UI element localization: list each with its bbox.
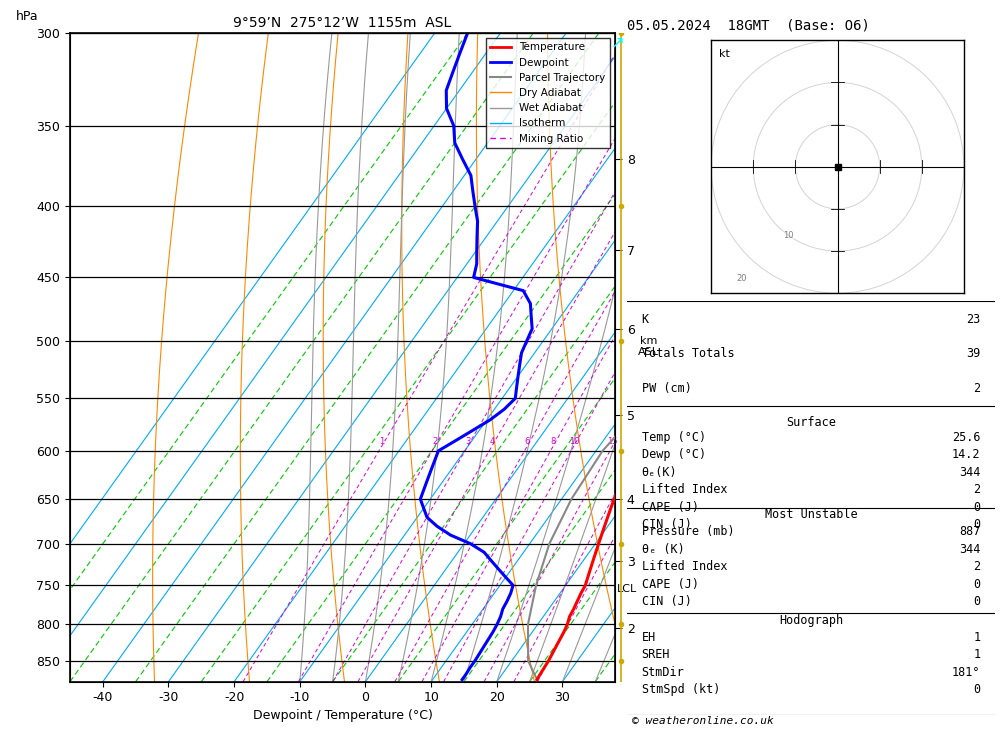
Text: 0: 0	[973, 518, 980, 531]
Text: 39: 39	[966, 347, 980, 361]
Text: 8: 8	[551, 437, 556, 446]
Text: 20: 20	[736, 273, 747, 282]
X-axis label: Dewpoint / Temperature (°C): Dewpoint / Temperature (°C)	[253, 709, 432, 721]
Text: 1: 1	[973, 649, 980, 661]
Text: Temp (°C): Temp (°C)	[642, 431, 706, 444]
Text: hPa: hPa	[16, 10, 38, 23]
Text: θₑ(K): θₑ(K)	[642, 465, 677, 479]
Text: 2: 2	[973, 483, 980, 496]
Text: 25.6: 25.6	[952, 431, 980, 444]
Text: CIN (J): CIN (J)	[642, 595, 692, 608]
Text: Most Unstable: Most Unstable	[765, 509, 857, 521]
Title: 9°59’N  275°12’W  1155m  ASL: 9°59’N 275°12’W 1155m ASL	[233, 16, 452, 31]
Text: 15: 15	[607, 437, 618, 446]
Text: Surface: Surface	[786, 416, 836, 430]
Text: LCL: LCL	[617, 584, 637, 594]
Text: © weatheronline.co.uk: © weatheronline.co.uk	[632, 715, 774, 726]
Text: kt: kt	[719, 49, 730, 59]
Text: CAPE (J): CAPE (J)	[642, 578, 699, 591]
Text: 887: 887	[959, 526, 980, 539]
Y-axis label: km
ASL: km ASL	[638, 336, 659, 357]
Text: 181°: 181°	[952, 666, 980, 679]
Text: θₑ (K): θₑ (K)	[642, 543, 684, 556]
Text: 2: 2	[973, 560, 980, 573]
Text: SREH: SREH	[642, 649, 670, 661]
Text: Lifted Index: Lifted Index	[642, 483, 727, 496]
Text: EH: EH	[642, 631, 656, 644]
Text: Lifted Index: Lifted Index	[642, 560, 727, 573]
Text: 4: 4	[489, 437, 495, 446]
Text: 14.2: 14.2	[952, 449, 980, 461]
Text: CAPE (J): CAPE (J)	[642, 501, 699, 514]
Text: CIN (J): CIN (J)	[642, 518, 692, 531]
Text: Totals Totals: Totals Totals	[642, 347, 734, 361]
Text: Dewp (°C): Dewp (°C)	[642, 449, 706, 461]
Text: 6: 6	[525, 437, 530, 446]
Text: 2: 2	[432, 437, 438, 446]
Text: 05.05.2024  18GMT  (Base: O6): 05.05.2024 18GMT (Base: O6)	[627, 18, 870, 32]
Legend: Temperature, Dewpoint, Parcel Trajectory, Dry Adiabat, Wet Adiabat, Isotherm, Mi: Temperature, Dewpoint, Parcel Trajectory…	[486, 38, 610, 148]
Text: 2: 2	[973, 382, 980, 394]
Text: 344: 344	[959, 543, 980, 556]
Text: 10: 10	[569, 437, 579, 446]
Text: 0: 0	[973, 595, 980, 608]
Text: 23: 23	[966, 313, 980, 326]
Text: K: K	[642, 313, 649, 326]
Text: Pressure (mb): Pressure (mb)	[642, 526, 734, 539]
Text: 10: 10	[783, 232, 793, 240]
Text: 1: 1	[379, 437, 385, 446]
Text: 344: 344	[959, 465, 980, 479]
Text: PW (cm): PW (cm)	[642, 382, 692, 394]
Text: 3: 3	[465, 437, 471, 446]
Text: 0: 0	[973, 578, 980, 591]
Text: 0: 0	[973, 501, 980, 514]
Text: 0: 0	[973, 683, 980, 696]
Text: Hodograph: Hodograph	[779, 614, 843, 627]
Text: StmDir: StmDir	[642, 666, 684, 679]
Text: StmSpd (kt): StmSpd (kt)	[642, 683, 720, 696]
Text: ↗: ↗	[611, 33, 625, 51]
Text: 1: 1	[973, 631, 980, 644]
